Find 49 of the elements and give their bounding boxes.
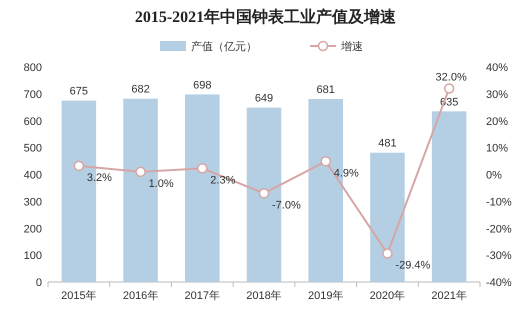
y-tick-label: 700: [24, 88, 42, 101]
data-label: 649: [254, 92, 274, 105]
y-tick-label: 400: [24, 170, 42, 182]
y2-tick-label: 20%: [486, 116, 508, 128]
data-label: 681: [316, 84, 335, 96]
y2-tick-label: 0%: [486, 170, 502, 182]
data-label: -29.4%: [395, 260, 430, 272]
legend-label: 增速: [340, 40, 363, 53]
x-tick-label: 2020年: [370, 290, 406, 302]
y2-tick-label: 40%: [486, 62, 508, 74]
data-label: 32.0%: [436, 72, 467, 84]
data-label: -7.0%: [272, 199, 301, 212]
y-tick-label: 100: [24, 250, 42, 262]
y-tick-label: 500: [24, 142, 42, 155]
x-tick-label: 2015年: [61, 290, 97, 302]
x-tick-label: 2016年: [122, 290, 158, 302]
x-tick-label: 2021年: [431, 290, 467, 302]
data-label: 4.9%: [334, 167, 360, 180]
y2-tick-label: -10%: [486, 196, 512, 208]
y-tick-label: 200: [24, 223, 42, 236]
bar: [432, 111, 466, 282]
y-tick-label: 600: [24, 116, 42, 128]
point: [320, 156, 331, 167]
y-tick-label: 800: [24, 62, 42, 74]
y-tick-label: 0: [36, 277, 42, 289]
x-tick-label: 2019年: [308, 290, 344, 302]
y2-tick-label: 10%: [486, 142, 508, 155]
data-label: 682: [131, 84, 150, 96]
point: [444, 83, 454, 94]
point: [135, 166, 146, 178]
y2-tick-label: -40%: [486, 277, 512, 289]
y2-tick-label: 30%: [486, 88, 508, 101]
y2-tick-label: -20%: [486, 223, 512, 236]
y2-tick-label: -30%: [486, 250, 512, 262]
point: [74, 160, 84, 172]
data-label: 1.0%: [148, 178, 174, 190]
data-label: 675: [70, 86, 88, 98]
chart-title: 2015-2021年中国钟表工业产值及增速: [134, 8, 398, 26]
y-tick-label: 300: [24, 196, 42, 208]
data-label: 698: [193, 79, 212, 92]
legend-label: 产值（亿元）: [191, 40, 257, 53]
data-label: 2.3%: [210, 174, 236, 186]
point: [197, 163, 208, 174]
point: [382, 248, 393, 259]
x-tick-label: 2018年: [246, 290, 282, 302]
data-label: 481: [378, 138, 397, 150]
data-label: 3.2%: [86, 172, 112, 184]
x-tick-label: 2017年: [184, 290, 220, 302]
point: [258, 188, 270, 199]
